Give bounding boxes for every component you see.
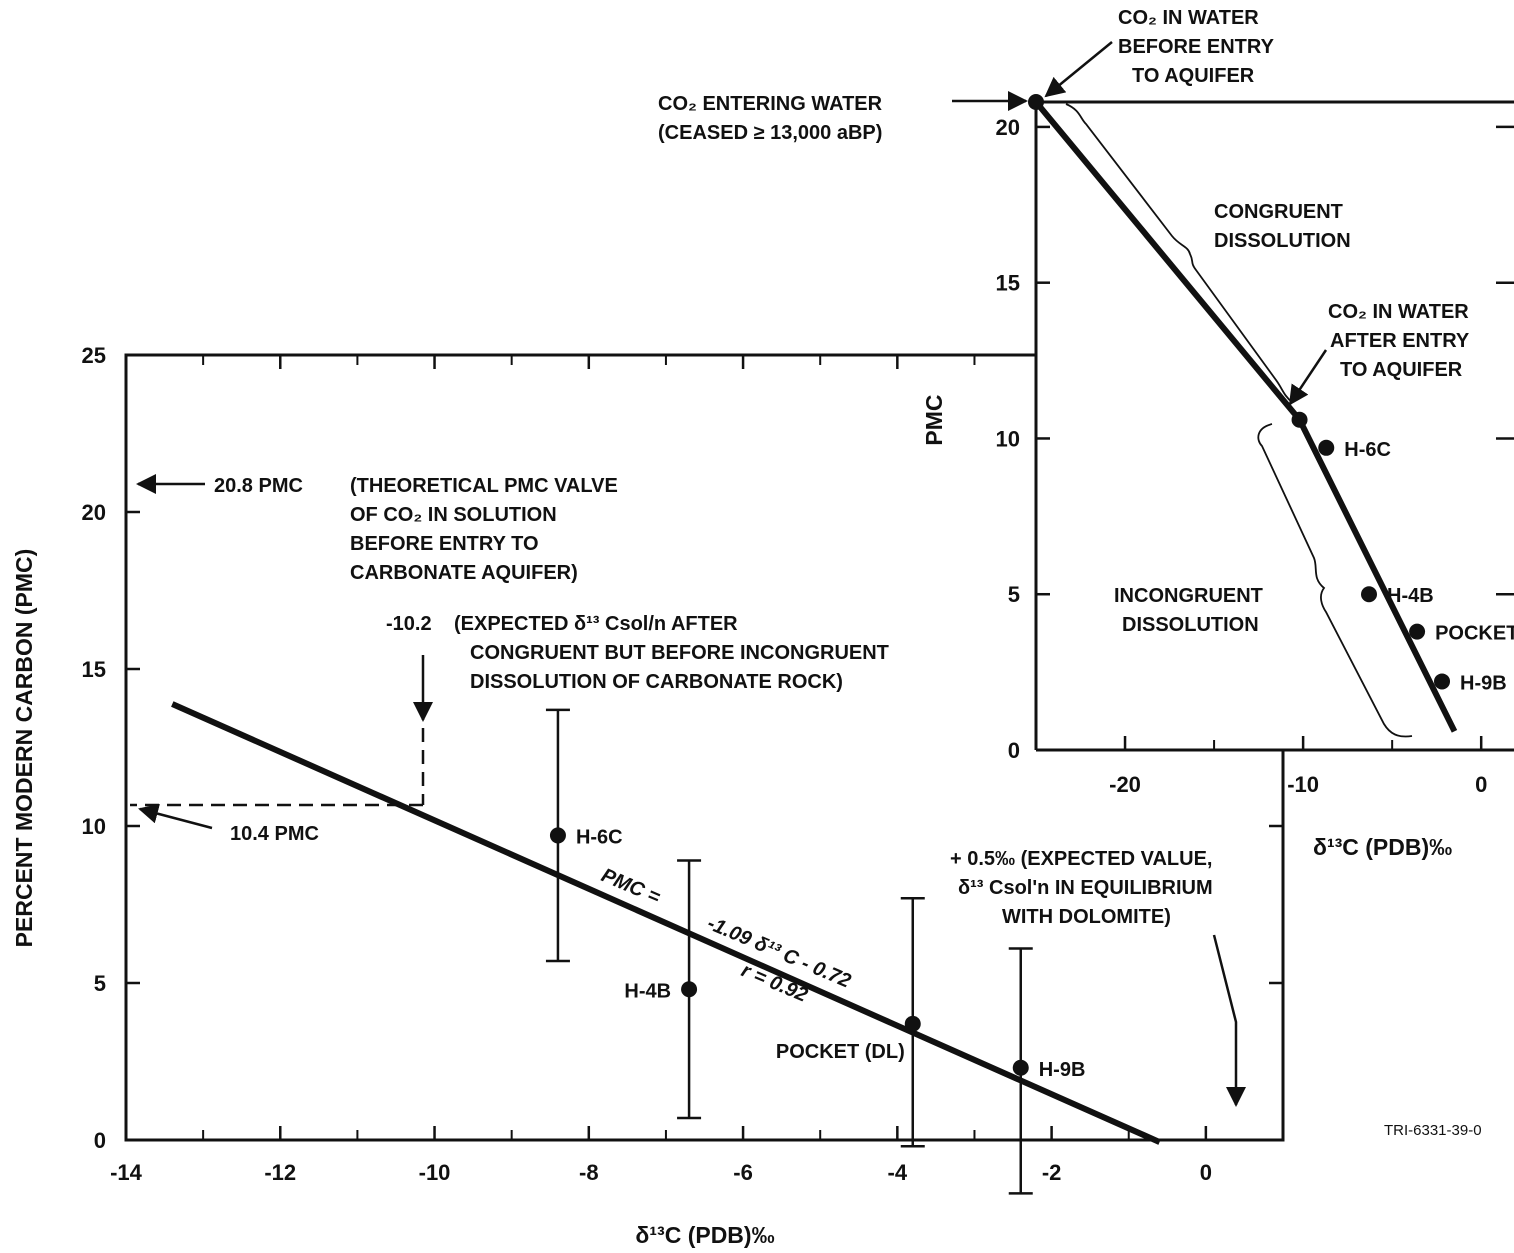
arrow-co2-before xyxy=(1044,41,1113,98)
congruent-brace xyxy=(1065,103,1293,403)
main-y-axis-title: PERCENT MODERN CARBON (PMC) xyxy=(11,549,37,948)
inset-y-tick-label: 20 xyxy=(996,115,1020,140)
incongruent-label-line-2: DISSOLUTION xyxy=(1122,614,1259,636)
main-points-group: H-6C H-4B POCKET (DL) H-9B xyxy=(545,708,1086,1195)
inset-x-tick-label: 0 xyxy=(1475,772,1487,797)
expected-note-line-1: (EXPECTED δ¹³ Csol/n AFTER xyxy=(454,613,738,635)
expected-note-line-2: CONGRUENT BUT BEFORE INCONGRUENT xyxy=(470,642,889,664)
inset-y-ticks: 0 5 10 15 20 xyxy=(996,115,1514,763)
data-point xyxy=(681,981,698,998)
inset-x-tick-label: -10 xyxy=(1287,772,1319,797)
data-point-label: POCKET (DL) xyxy=(776,1041,905,1063)
inset-x-axis-title: δ¹³C (PDB)‰ xyxy=(1313,834,1452,860)
theoretical-note-line-4: CARBONATE AQUIFER) xyxy=(350,562,578,584)
congruent-label-line-1: CONGRUENT xyxy=(1214,201,1343,223)
main-y-tick-label: 0 xyxy=(94,1128,106,1153)
main-x-tick-label: -12 xyxy=(264,1160,296,1185)
main-regression-line xyxy=(171,701,1161,1145)
co2-after-line-2: AFTER ENTRY xyxy=(1330,330,1470,352)
label-10-4-pmc: 10.4 PMC xyxy=(230,823,319,845)
dolomite-note-line-1: + 0.5‰ (EXPECTED VALUE, xyxy=(950,848,1212,870)
data-point xyxy=(904,1015,921,1032)
inset-path-group xyxy=(1028,94,1458,733)
arrow-co2-after xyxy=(1288,349,1328,406)
inset-y-axis-title: PMC xyxy=(921,394,947,445)
data-point-label: H-4B xyxy=(624,980,671,1002)
label-expected-minus-10-2: -10.2 xyxy=(386,613,432,635)
arrow-10-4-pmc xyxy=(138,803,213,830)
co2-before-line-3: TO AQUIFER xyxy=(1132,65,1255,87)
main-x-tick-label: 0 xyxy=(1200,1160,1212,1185)
inset-chart: -20 -10 0 0 5 10 15 20 PMC δ¹³C (PDB)‰ H-6C H-4… xyxy=(658,7,1514,860)
data-point xyxy=(549,827,566,844)
expected-note-line-3: DISSOLUTION OF CARBONATE ROCK) xyxy=(470,671,843,693)
arrow-dolomite xyxy=(1212,934,1246,1107)
inset-data-point xyxy=(1434,673,1451,690)
theoretical-note-line-3: BEFORE ENTRY TO xyxy=(350,533,539,555)
dolomite-note-line-3: WITH DOLOMITE) xyxy=(1002,906,1171,928)
inset-data-point xyxy=(1409,623,1426,640)
co2-entering-line-2: (CEASED ≥ 13,000 aBP) xyxy=(658,122,882,144)
co2-before-line-1: CO₂ IN WATER xyxy=(1118,7,1259,29)
inset-data-point xyxy=(1318,439,1335,456)
main-y-ticks: 0 5 10 15 20 25 xyxy=(82,343,1283,1153)
theoretical-note-line-1: (THEORETICAL PMC VALVE xyxy=(350,475,618,497)
inset-data-point-label: H-9B xyxy=(1460,672,1507,694)
incongruent-brace xyxy=(1257,423,1413,738)
inset-y-tick-label: 5 xyxy=(1008,582,1020,607)
main-x-ticks: -14 -12 -10 -8 -6 -4 -2 0 xyxy=(110,355,1212,1185)
data-point-label: H-6C xyxy=(576,826,623,848)
co2-after-line-1: CO₂ IN WATER xyxy=(1328,301,1469,323)
inset-y-tick-label: 15 xyxy=(996,271,1020,296)
main-y-tick-label: 10 xyxy=(82,814,106,839)
inset-data-point-label: H-4B xyxy=(1387,585,1434,607)
main-y-tick-label: 5 xyxy=(94,971,106,996)
inset-data-point xyxy=(1361,586,1378,603)
main-x-tick-label: -10 xyxy=(419,1160,451,1185)
main-y-tick-label: 25 xyxy=(82,343,106,368)
co2-entering-line-1: CO₂ ENTERING WATER xyxy=(658,93,883,115)
incongruent-label-line-1: INCONGRUENT xyxy=(1114,585,1263,607)
main-x-tick-label: -14 xyxy=(110,1160,143,1185)
inset-data-point-label: H-6C xyxy=(1344,439,1391,461)
inset-background xyxy=(1036,100,1514,750)
data-point xyxy=(1012,1059,1029,1076)
inset-x-tick-label: -20 xyxy=(1109,772,1141,797)
inset-y-tick-label: 10 xyxy=(996,426,1020,451)
main-x-tick-label: -4 xyxy=(888,1160,908,1185)
theoretical-note-line-2: OF CO₂ IN SOLUTION xyxy=(350,504,557,526)
congruent-label-line-2: DISSOLUTION xyxy=(1214,230,1351,252)
inset-y-tick-label: 0 xyxy=(1008,738,1020,763)
inset-knee-point xyxy=(1291,411,1308,428)
main-fit-line-group xyxy=(171,701,1161,1145)
inset-start-point xyxy=(1028,94,1044,110)
co2-after-line-3: TO AQUIFER xyxy=(1340,359,1463,381)
equation-prefix: PMC = xyxy=(598,864,664,908)
main-x-tick-label: -2 xyxy=(1042,1160,1062,1185)
main-x-tick-label: -8 xyxy=(579,1160,599,1185)
main-x-tick-label: -6 xyxy=(733,1160,753,1185)
label-20-8-pmc: 20.8 PMC xyxy=(214,475,303,497)
main-y-tick-label: 15 xyxy=(82,657,106,682)
main-x-axis-title: δ¹³C (PDB)‰ xyxy=(635,1222,774,1248)
dolomite-note-line-2: δ¹³ Csol'n IN EQUILIBRIUM xyxy=(958,877,1213,899)
co2-before-line-2: BEFORE ENTRY xyxy=(1118,36,1275,58)
inset-x-ticks: -20 -10 0 xyxy=(1109,736,1487,797)
figure-id: TRI-6331-39-0 xyxy=(1384,1122,1482,1139)
data-point-label: H-9B xyxy=(1039,1059,1086,1081)
main-y-tick-label: 20 xyxy=(82,500,106,525)
inset-data-point-label: POCKET xyxy=(1435,623,1514,645)
